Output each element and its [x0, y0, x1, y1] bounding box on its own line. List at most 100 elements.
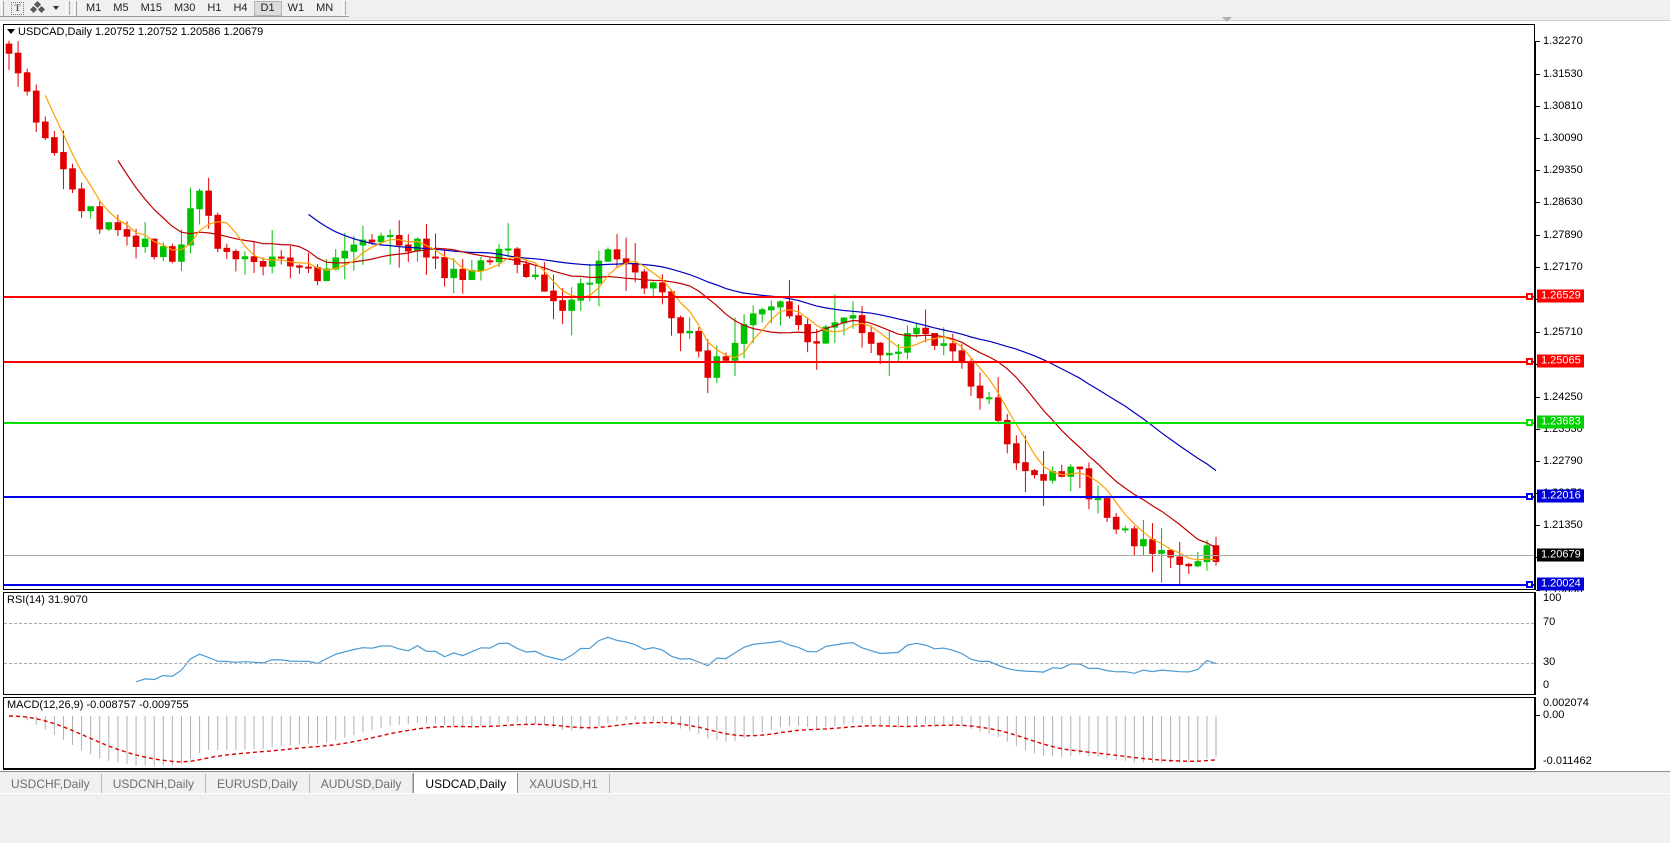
timeframe-button-w1[interactable]: W1	[287, 2, 305, 14]
price-tick-label: 1.31530	[1543, 67, 1583, 80]
chart-tab-usdchf-daily[interactable]: USDCHF,Daily	[0, 774, 102, 794]
timeframe-grip[interactable]	[74, 0, 79, 16]
objects-dropdown-button[interactable]	[49, 1, 63, 16]
chart-tab-usdcad-daily[interactable]: USDCAD,Daily	[413, 773, 519, 794]
timeframe-button-mn[interactable]: MN	[316, 2, 334, 14]
price-tick	[1536, 235, 1540, 237]
rsi-pane[interactable]: RSI(14) 31.9070	[3, 592, 1535, 695]
level-anchor-handle[interactable]	[1526, 418, 1533, 426]
toolbar-separator	[66, 1, 70, 15]
level-line-resistance-2[interactable]	[4, 357, 1534, 365]
price-pane[interactable]: USDCAD,Daily 1.20752 1.20752 1.20586 1.2…	[3, 24, 1535, 590]
price-tick	[1536, 396, 1540, 398]
tabbar-divider	[0, 793, 1670, 794]
rsi-tick-label: 0	[1543, 679, 1550, 691]
price-level-tag-resistance-1[interactable]: 1.26529	[1537, 289, 1584, 303]
price-level-tag-support-2[interactable]: 1.20024	[1537, 577, 1584, 591]
timeframe-button-h1[interactable]: H1	[207, 2, 222, 14]
chevron-down-icon[interactable]	[7, 29, 15, 34]
main-toolbar: T M1 M5 M15 M30 H1 H4 D1 W1 MN	[0, 0, 1670, 17]
timeframe-button-d1[interactable]: D1	[253, 0, 282, 16]
rsi-level-30-line	[4, 663, 1534, 664]
price-tick-label: 1.24250	[1543, 390, 1583, 403]
rsi-tick-label: 70	[1543, 616, 1556, 628]
timeframe-button-m5[interactable]: M5	[113, 2, 129, 14]
rsi-tick-label: 100	[1543, 592, 1562, 604]
price-level-tag-resistance-2[interactable]: 1.25065	[1537, 354, 1584, 367]
rsi-tick-label: 30	[1543, 656, 1556, 668]
timeframe-button-m30[interactable]: M30	[173, 2, 196, 14]
price-tick	[1536, 331, 1540, 333]
macd-tick-label: -0.011462	[1543, 755, 1592, 767]
macd-scale[interactable]: 0.002074 0.00 -0.011462	[1535, 697, 1670, 769]
price-tick-label: 1.21350	[1543, 519, 1583, 532]
rsi-scale[interactable]: 100 70 30 0	[1535, 592, 1670, 695]
rsi-line	[135, 636, 1217, 683]
chart-area: USDCAD,Daily 1.20752 1.20752 1.20586 1.2…	[0, 17, 1670, 788]
chart-tab-audusd-daily[interactable]: AUDUSD,Daily	[310, 774, 414, 794]
macd-histogram-svg	[8, 715, 1217, 767]
price-tick	[1536, 105, 1540, 107]
level-anchor-handle[interactable]	[1526, 357, 1533, 365]
price-tick	[1536, 202, 1540, 204]
price-level-tag-support-1[interactable]: 1.22016	[1537, 489, 1584, 503]
price-tick-label: 1.32270	[1543, 35, 1583, 47]
price-tick-label: 1.25710	[1543, 325, 1583, 338]
timeframe-button-h4[interactable]: H4	[233, 2, 248, 14]
price-tick-label: 1.30810	[1543, 99, 1583, 112]
level-anchor-handle[interactable]	[1526, 292, 1533, 300]
macd-tick-label: 0.00	[1543, 709, 1565, 721]
toolbar-empty-area	[349, 0, 1670, 17]
macd-pane[interactable]: MACD(12,26,9) -0.008757 -0.009755	[3, 697, 1535, 769]
objects-button[interactable]	[28, 0, 49, 16]
chart-tab-xauusd-h1[interactable]: XAUUSD,H1	[518, 774, 610, 794]
level-line-pivot[interactable]	[4, 418, 1534, 426]
price-tick	[1536, 137, 1540, 139]
timeframe-button-m1[interactable]: M1	[86, 2, 102, 14]
macd-title-label: MACD(12,26,9) -0.008757 -0.009755	[7, 699, 189, 711]
moving-average-mid-line	[117, 160, 1217, 549]
timeframe-group: M1 M5 M15 M30 H1 H4 D1 W1 MN	[80, 0, 339, 16]
price-tick-label: 1.27890	[1543, 229, 1583, 242]
price-tick	[1536, 525, 1540, 527]
chart-tabbar: USDCHF,Daily USDCNH,Daily EURUSD,Daily AUDU…	[0, 771, 1670, 843]
price-tick	[1536, 73, 1540, 75]
price-tick-label: 1.28630	[1543, 196, 1583, 209]
price-tick-label: 1.27170	[1543, 261, 1583, 274]
chart-tabs: USDCHF,Daily USDCNH,Daily EURUSD,Daily AUDU…	[0, 773, 610, 794]
price-tick-label: 1.29350	[1543, 164, 1583, 177]
chart-tab-usdcnh-daily[interactable]: USDCNH,Daily	[102, 774, 207, 794]
chart-tab-eurusd-daily[interactable]: EURUSD,Daily	[206, 774, 310, 794]
price-tick	[1536, 428, 1540, 430]
timeframe-button-m15[interactable]: M15	[140, 2, 162, 14]
price-tick-label: 1.30090	[1543, 131, 1583, 144]
moving-average-fast-line	[44, 95, 1217, 561]
level-anchor-handle[interactable]	[1526, 581, 1533, 589]
symbol-ohlc-label: USDCAD,Daily 1.20752 1.20752 1.20586 1.2…	[18, 26, 264, 38]
level-line-last-price[interactable]	[4, 555, 1534, 556]
price-scale[interactable]: 1.32270 1.31530 1.30810 1.30090 1.29350 1.286…	[1535, 35, 1670, 596]
chart-top-scrollbar[interactable]	[0, 17, 1670, 22]
objects-icon	[29, 0, 47, 15]
macd-tick	[1536, 715, 1540, 716]
level-anchor-handle[interactable]	[1526, 492, 1533, 500]
price-tick	[1536, 170, 1540, 172]
scroll-thumb-icon[interactable]	[1222, 17, 1232, 22]
price-level-tag-pivot[interactable]: 1.23683	[1537, 415, 1584, 429]
toolbar-separator-2	[342, 1, 347, 15]
symbol-title-row[interactable]: USDCAD,Daily 1.20752 1.20752 1.20586 1.2…	[7, 26, 263, 38]
macd-histogram-bars	[17, 716, 1217, 767]
level-line-resistance-1[interactable]	[4, 292, 1534, 300]
rsi-level-70-line	[4, 623, 1534, 624]
level-line-support-2[interactable]	[4, 581, 1534, 589]
text-label-button[interactable]: T	[7, 1, 28, 16]
price-level-tag-last-price[interactable]: 1.20679	[1537, 548, 1584, 562]
price-tick	[1536, 41, 1540, 42]
price-candlestick-svg	[5, 40, 1220, 585]
level-line-support-1[interactable]	[4, 492, 1534, 500]
rsi-title-label: RSI(14) 31.9070	[7, 594, 88, 606]
price-tick	[1536, 461, 1540, 463]
toolbar-grip[interactable]	[1, 0, 6, 16]
price-tick	[1536, 267, 1540, 269]
